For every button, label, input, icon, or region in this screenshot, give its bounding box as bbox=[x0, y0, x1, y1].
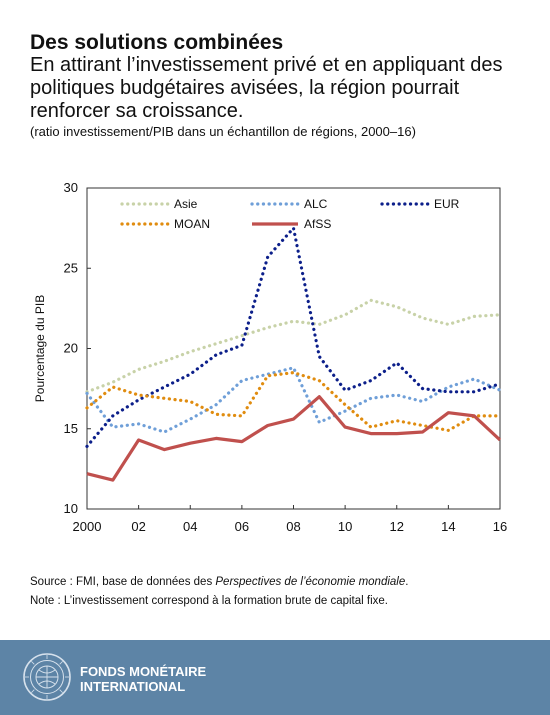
source-title: Perspectives de l’économie mondiale bbox=[215, 576, 406, 588]
chart-subtitle: En attirant l’investissement privé et en… bbox=[30, 54, 503, 122]
x-tick-label: 16 bbox=[493, 519, 507, 534]
source-suffix: . bbox=[405, 576, 409, 588]
imf-seal-icon bbox=[23, 653, 71, 701]
x-tick-label: 02 bbox=[131, 519, 145, 534]
legend-label-moan: MOAN bbox=[174, 217, 210, 231]
chart-title: Des solutions combinées bbox=[30, 31, 284, 54]
org-name-line1: FONDS MONÉTAIRE bbox=[80, 664, 207, 679]
x-tick-label: 2000 bbox=[73, 519, 102, 534]
series-line-asie bbox=[85, 298, 502, 394]
x-tick-label: 08 bbox=[286, 519, 300, 534]
legend-label-afss: AfSS bbox=[304, 217, 331, 231]
org-name: FONDS MONÉTAIRE INTERNATIONAL bbox=[80, 664, 206, 694]
y-tick-label: 25 bbox=[64, 260, 78, 275]
y-axis-label: Pourcentage du PIB bbox=[33, 295, 47, 402]
legend-label-eur: EUR bbox=[434, 197, 460, 211]
x-tick-label: 06 bbox=[235, 519, 249, 534]
source-prefix: Source : FMI, base de données des bbox=[30, 576, 216, 588]
x-tick-label: 10 bbox=[338, 519, 352, 534]
series-line-alc bbox=[85, 366, 502, 434]
source-line: Source : FMI, base de données des Perspe… bbox=[30, 573, 530, 592]
source-notes: Source : FMI, base de données des Perspe… bbox=[30, 573, 530, 611]
chart-note: (ratio investissement/PIB dans un échant… bbox=[30, 124, 416, 139]
line-chart: 10 15 20 25 30 2000 02 04 06 08 10 12 14 16 Pourcentag… bbox=[33, 180, 507, 534]
x-tick-label: 04 bbox=[183, 519, 197, 534]
org-name-line2: INTERNATIONAL bbox=[80, 679, 186, 694]
y-tick-label: 20 bbox=[64, 341, 78, 356]
y-tick-label: 30 bbox=[64, 180, 78, 195]
series-line-afss bbox=[86, 395, 502, 482]
legend-label-alc: ALC bbox=[304, 197, 328, 211]
x-tick-label: 12 bbox=[390, 519, 404, 534]
x-tick-label: 14 bbox=[441, 519, 455, 534]
series-line-eur bbox=[85, 226, 502, 448]
y-tick-label: 10 bbox=[64, 501, 78, 516]
note-line: Note : L’investissement correspond à la … bbox=[30, 595, 388, 607]
y-tick-label: 15 bbox=[64, 421, 78, 436]
footer-bar: FONDS MONÉTAIRE INTERNATIONAL bbox=[0, 640, 550, 715]
plot-frame bbox=[86, 187, 501, 510]
legend-label-asie: Asie bbox=[174, 197, 198, 211]
